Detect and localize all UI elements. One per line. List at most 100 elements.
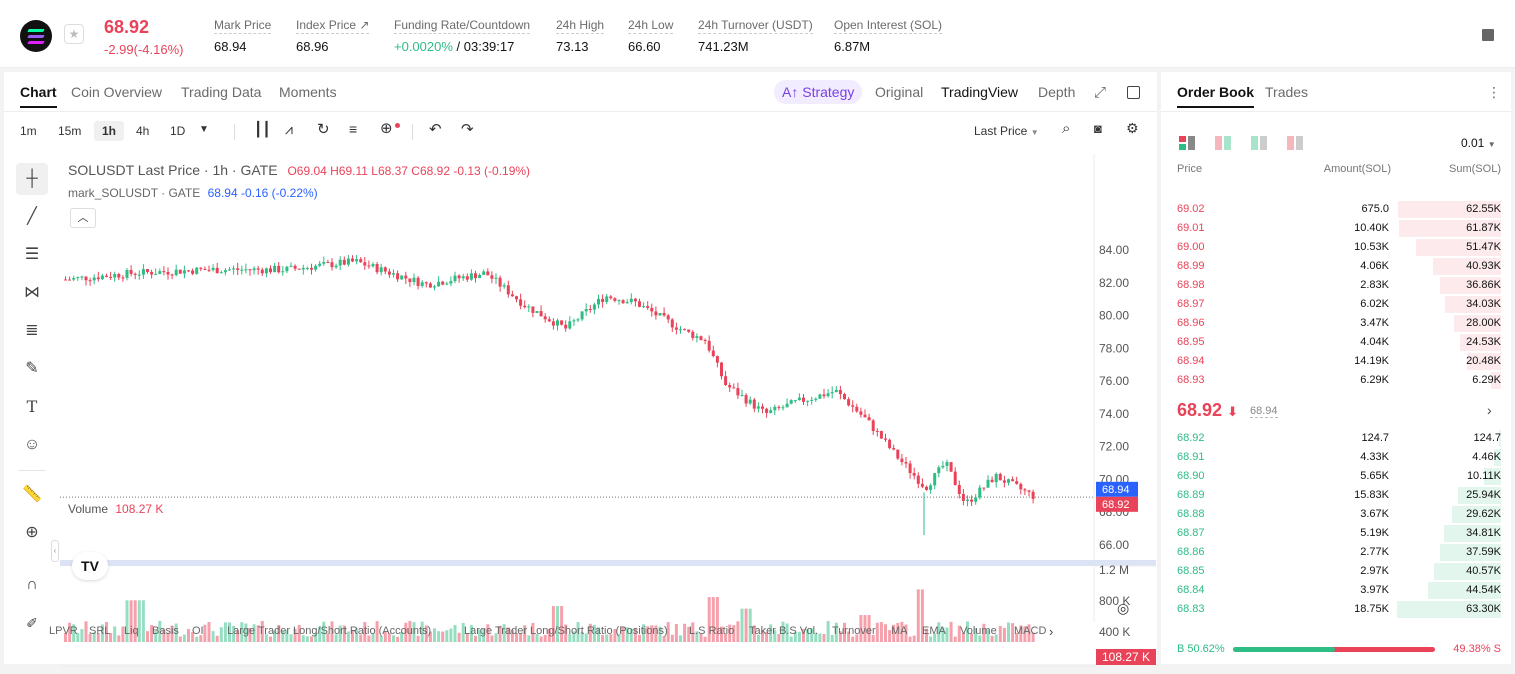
precision-select[interactable]: 0.01 ▼ xyxy=(1461,136,1496,150)
ask-row[interactable]: 69.02 675.0 62.55K xyxy=(1161,200,1511,219)
zoom-in-icon[interactable]: ⊕ xyxy=(25,524,39,541)
tab-moments[interactable]: Moments xyxy=(279,84,337,100)
view-mixed-icon[interactable] xyxy=(1215,136,1231,150)
notebook-icon[interactable] xyxy=(1482,29,1494,41)
ask-amount: 6.29K xyxy=(1360,374,1389,386)
chevron-right-icon[interactable]: › xyxy=(1487,402,1492,418)
view-both-icon[interactable] xyxy=(1179,136,1195,150)
indicator-8[interactable]: Taker B.S Vol. xyxy=(749,625,819,637)
ask-sum: 20.48K xyxy=(1466,355,1501,367)
ask-row[interactable]: 69.01 10.40K 61.87K xyxy=(1161,219,1511,238)
interval-15m[interactable]: 15m xyxy=(58,124,82,138)
ask-row[interactable]: 68.96 3.47K 28.00K xyxy=(1161,314,1511,333)
candle xyxy=(613,298,617,301)
candlestick-chart[interactable]: 84.0082.0080.0078.0076.0074.0072.0070.00… xyxy=(4,154,1157,674)
ask-row[interactable]: 68.93 6.29K 6.29K xyxy=(1161,371,1511,390)
indicator-7[interactable]: L.S Ratio xyxy=(689,625,735,637)
ruler-tool-icon[interactable]: 📏 xyxy=(22,486,42,503)
fullscreen-icon[interactable] xyxy=(1127,86,1140,99)
interval-1m[interactable]: 1m xyxy=(20,124,37,138)
tab-chart[interactable]: Chart xyxy=(20,84,57,108)
emoji-tool-icon[interactable]: ☺ xyxy=(23,436,41,453)
candle xyxy=(445,283,449,285)
interval-dropdown-icon[interactable]: ▼ xyxy=(199,124,209,135)
more-options-icon[interactable]: ⋮ xyxy=(1487,84,1501,100)
bid-row[interactable]: 68.89 15.83K 25.94K xyxy=(1161,486,1511,505)
expand-icon[interactable]: ⤢ xyxy=(1094,84,1107,101)
horizontal-lines-icon[interactable]: ☰ xyxy=(24,246,40,263)
text-tool-icon[interactable]: T xyxy=(26,397,38,416)
volume-bar xyxy=(683,623,687,642)
tab-depth[interactable]: Depth xyxy=(1038,84,1076,100)
bid-row[interactable]: 68.83 18.75K 63.30K xyxy=(1161,600,1511,619)
tab-tradingview[interactable]: TradingView xyxy=(941,84,1019,100)
screenshot-icon[interactable]: ◙ xyxy=(1094,121,1102,136)
volume-bar xyxy=(449,628,453,642)
interval-1h[interactable]: 1h xyxy=(94,121,125,141)
view-bids-icon[interactable] xyxy=(1251,136,1267,150)
bid-row[interactable]: 68.92 124.7 124.7 xyxy=(1161,429,1511,448)
candle-type-icon[interactable]: ┃┃ xyxy=(254,121,271,137)
indicator-4[interactable]: OI xyxy=(192,625,204,637)
indicator-2[interactable]: Liq xyxy=(124,625,139,637)
indicator-3[interactable]: Basis xyxy=(152,625,179,637)
view-asks-icon[interactable] xyxy=(1287,136,1303,150)
add-indicator-icon[interactable]: ⊕ xyxy=(380,120,393,137)
favorite-star-icon[interactable]: ★ xyxy=(64,24,84,44)
candle xyxy=(498,277,502,287)
volume-bar xyxy=(715,597,719,642)
ask-row[interactable]: 68.95 4.04K 24.53K xyxy=(1161,333,1511,352)
templates-icon[interactable]: ≡ xyxy=(349,121,358,137)
tab-order-book[interactable]: Order Book xyxy=(1177,84,1255,108)
indicator-5[interactable]: Large Trader Long/Short Ratio (Accounts) xyxy=(227,625,432,637)
compare-icon[interactable]: ↻ xyxy=(317,121,330,138)
indicator-11[interactable]: EMA xyxy=(922,625,946,637)
bid-row[interactable]: 68.91 4.33K 4.46K xyxy=(1161,448,1511,467)
legend-title: SOLUSDT Last Price · 1h · GATE xyxy=(68,162,278,178)
indicator-13[interactable]: MACD xyxy=(1014,625,1047,637)
interval-1d[interactable]: 1D xyxy=(170,124,186,138)
ask-row[interactable]: 68.99 4.06K 40.93K xyxy=(1161,257,1511,276)
indicator-1[interactable]: SRL xyxy=(89,625,111,637)
tab-trading-data[interactable]: Trading Data xyxy=(181,84,262,100)
indicator-6[interactable]: Large Trader Long/Short Ratio (Positions… xyxy=(464,625,668,637)
pattern-tool-icon[interactable]: ⋈ xyxy=(24,284,40,301)
bid-row[interactable]: 68.84 3.97K 44.54K xyxy=(1161,581,1511,600)
strategy-button[interactable]: A↑ Strategy xyxy=(774,80,863,104)
volume-bar xyxy=(1023,626,1027,642)
crosshair-icon[interactable]: ┼ xyxy=(16,163,48,195)
bid-row[interactable]: 68.90 5.65K 10.11K xyxy=(1161,467,1511,486)
collapse-sidebar-icon[interactable]: ‹ xyxy=(51,540,59,562)
tab-original[interactable]: Original xyxy=(875,84,924,100)
indicators-icon[interactable]: ⩘ xyxy=(285,121,293,137)
ask-row[interactable]: 68.94 14.19K 20.48K xyxy=(1161,352,1511,371)
bid-row[interactable]: 68.87 5.19K 34.81K xyxy=(1161,524,1511,543)
indicator-0[interactable]: LPVR xyxy=(49,625,78,637)
ask-row[interactable]: 68.97 6.02K 34.03K xyxy=(1161,295,1511,314)
price-type-select[interactable]: Last Price ▼ xyxy=(974,124,1039,138)
candle xyxy=(834,389,838,393)
tab-coin-overview[interactable]: Coin Overview xyxy=(71,84,163,100)
bid-row[interactable]: 68.85 2.97K 40.57K xyxy=(1161,562,1511,581)
axis-settings-icon[interactable]: ◎ xyxy=(1117,600,1130,616)
indicator-9[interactable]: Turnover xyxy=(832,625,876,637)
ask-row[interactable]: 68.98 2.83K 36.86K xyxy=(1161,276,1511,295)
magnet-icon[interactable]: ∩ xyxy=(26,576,38,593)
bid-row[interactable]: 68.86 2.77K 37.59K xyxy=(1161,543,1511,562)
tab-trades[interactable]: Trades xyxy=(1265,84,1309,100)
indicator-scroll-icon[interactable]: › xyxy=(1049,624,1054,639)
search-icon[interactable]: ⌕ xyxy=(1062,120,1071,137)
interval-4h[interactable]: 4h xyxy=(136,124,150,138)
redo-icon[interactable]: ↷ xyxy=(461,121,474,138)
indicator-10[interactable]: MA xyxy=(891,625,908,637)
settings-gear-icon[interactable]: ⚙ xyxy=(1126,120,1139,136)
ask-row[interactable]: 69.00 10.53K 51.47K xyxy=(1161,238,1511,257)
lock-drawing-icon[interactable]: ✐ xyxy=(26,615,38,631)
bid-row[interactable]: 68.88 3.67K 29.62K xyxy=(1161,505,1511,524)
fib-tool-icon[interactable]: ≣ xyxy=(25,322,39,339)
undo-icon[interactable]: ↶ xyxy=(429,121,442,138)
collapse-legend-icon[interactable]: ︿ xyxy=(70,208,96,228)
brush-tool-icon[interactable]: ✎ xyxy=(25,360,39,377)
indicator-12[interactable]: Volume xyxy=(960,625,997,637)
trendline-tool-icon[interactable]: ╱ xyxy=(27,208,37,225)
